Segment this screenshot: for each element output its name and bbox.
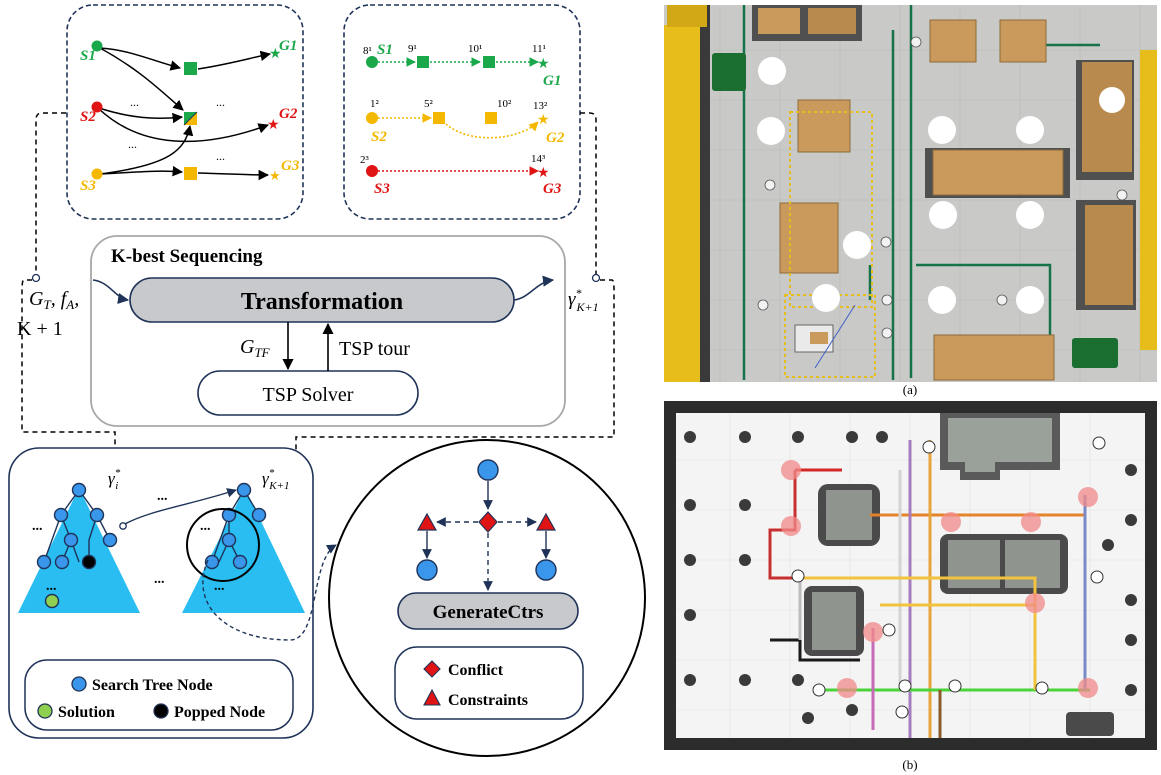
legend-search-tree-node: Search Tree Node [92,677,213,694]
dots-between-top: ... [157,489,168,504]
tree2-dots-left: ... [200,519,211,534]
popped-node [81,554,97,570]
tree2-dots-small: ... [214,579,225,594]
legend-conflict: Conflict [448,662,504,679]
gamma-i-label: γ* i [108,467,121,492]
svg-text:★: ★ [537,57,550,72]
label-g3: G3 [281,158,300,174]
ellipsis-4: ... [216,149,225,163]
dots-between-bottom: ... [154,572,165,587]
label-s2: S2 [80,109,96,125]
row1-goal: G1 [543,73,561,89]
kbest-title: K-best Sequencing [111,246,263,267]
time-9-1: 9¹ [408,43,417,55]
row3-goal: G3 [543,181,562,197]
generatectrs-label: GenerateCtrs [433,602,544,623]
warehouse-3d-view [664,5,1157,382]
row2-start: S2 [371,129,387,145]
highlight-circle [186,508,260,582]
tsp-tour-label: TSP tour [339,338,410,360]
time-5-2: 5² [424,98,434,110]
left-graph-panel: ★ ★ ★ S1 S2 S3 G1 G2 G3 ... ... ... ... [66,4,304,220]
tree-legend-box [24,659,294,731]
time-10-1: 10¹ [468,43,482,55]
time-14-3: 14³ [531,153,546,165]
label-g1: G1 [279,38,297,54]
caption-a: (a) [903,382,917,397]
time-2-3: 2³ [360,154,370,166]
goal-star-g1: ★ [269,47,282,62]
input-label-line2: K + 1 [17,318,63,340]
label-s1: S1 [80,48,96,64]
svg-text:★: ★ [537,166,550,181]
generate-ctrs-panel: GenerateCtrs Conflict Constraints [328,439,646,757]
legend-popped-node: Popped Node [174,704,265,721]
svg-text:★: ★ [537,113,550,128]
time-8-1: 8¹ [363,45,372,57]
transformation-label: Transformation [241,289,403,315]
tsp-solver-block [197,370,419,416]
output-label: γ* K+1 [568,286,599,314]
ellipsis-3: ... [128,137,137,151]
input-label-line1: GT, fA, [29,288,79,312]
kbest-box: K-best Sequencing Transformation TSP Sol… [90,235,566,427]
time-13-2: 13² [533,100,548,112]
solution-node [44,593,60,609]
occupancy-map [664,401,1157,750]
caption-b: (b) [902,757,917,772]
goal-star-g3: ★ [269,168,281,183]
legend-solution: Solution [58,704,115,721]
search-tree-panel: ... ... γ* i ... ... ... ... γ* K+1 Search… [8,447,337,739]
time-10-2: 10² [497,98,512,110]
tsp-solver-label: TSP Solver [263,384,354,406]
label-s3: S3 [80,178,96,194]
row1-start: S1 [377,42,393,58]
start-node-s3 [91,168,103,180]
start-node-s2 [91,101,103,113]
tree1-dots-small: ... [46,579,57,594]
conflict-legend-box [394,646,584,720]
generatectrs-block [397,592,579,630]
tree1-dots-left: ... [32,519,43,534]
time-11-1: 11¹ [532,43,546,55]
row2-goal: G2 [546,130,565,146]
ellipsis-1: ... [130,95,139,109]
legend-constraints: Constraints [448,692,528,709]
start-node-s1 [91,40,103,52]
time-1-2: 1² [370,98,380,110]
ellipsis-2: ... [216,95,225,109]
conflict-diamond [478,511,498,533]
task-node-green [184,62,197,75]
task-node-yellow [184,167,197,180]
goal-star-g2: ★ [267,118,280,133]
label-g2: G2 [279,106,298,122]
task-node-shared [183,111,198,126]
right-graph-panel: ★ 8¹ 9¹ 10¹ 11¹ S1 G1 ★ 1² 5² 10² 13² S2… [343,4,581,220]
row3-start: S3 [374,181,390,197]
